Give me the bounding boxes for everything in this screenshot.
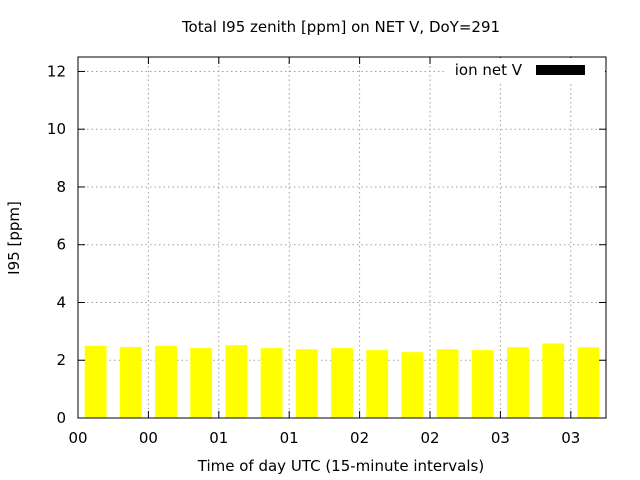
y-tick-label: 0 <box>56 409 66 427</box>
plot-frame <box>77 56 607 419</box>
x-tick-label: 02 <box>350 429 369 447</box>
bar <box>190 348 213 418</box>
y-tick-label: 4 <box>56 293 66 311</box>
bar <box>260 348 283 418</box>
y-tick-label: 6 <box>56 236 66 254</box>
x-axis-label: Time of day UTC (15-minute intervals) <box>197 457 484 475</box>
y-tick-label: 8 <box>56 178 66 196</box>
bars <box>84 343 635 418</box>
chart-title: Total I95 zenith [ppm] on NET V, DoY=291 <box>181 18 500 36</box>
bar <box>401 352 424 418</box>
y-tick-labels: 0 2 4 6 8 10 12 <box>47 62 66 427</box>
bar <box>366 350 389 418</box>
legend: ion net V <box>445 58 605 82</box>
grid <box>78 57 606 418</box>
legend-label: ion net V <box>455 61 523 79</box>
y-tick-label: 10 <box>47 120 66 138</box>
bar <box>577 347 600 418</box>
y-tick-label: 12 <box>47 62 66 80</box>
x-tick-label: 00 <box>68 429 87 447</box>
x-tick-labels: 00 00 01 01 02 02 03 03 <box>68 429 580 447</box>
bar <box>331 348 353 418</box>
bar <box>436 349 459 418</box>
bar <box>225 345 248 418</box>
bar <box>295 349 318 418</box>
x-tick-label: 00 <box>139 429 158 447</box>
bar <box>542 343 565 418</box>
bar <box>155 345 177 418</box>
y-tick-label: 2 <box>56 351 66 369</box>
x-tick-label: 02 <box>420 429 439 447</box>
bar <box>471 350 494 418</box>
x-tick-label: 03 <box>561 429 580 447</box>
legend-swatch <box>536 65 585 75</box>
bar <box>507 347 529 418</box>
x-tick-label: 01 <box>209 429 228 447</box>
x-tick-label: 03 <box>491 429 510 447</box>
y-axis-label: I95 [ppm] <box>5 201 23 275</box>
x-tick-label: 01 <box>280 429 299 447</box>
bar <box>84 345 107 418</box>
bar <box>119 346 142 418</box>
bar <box>613 351 635 418</box>
